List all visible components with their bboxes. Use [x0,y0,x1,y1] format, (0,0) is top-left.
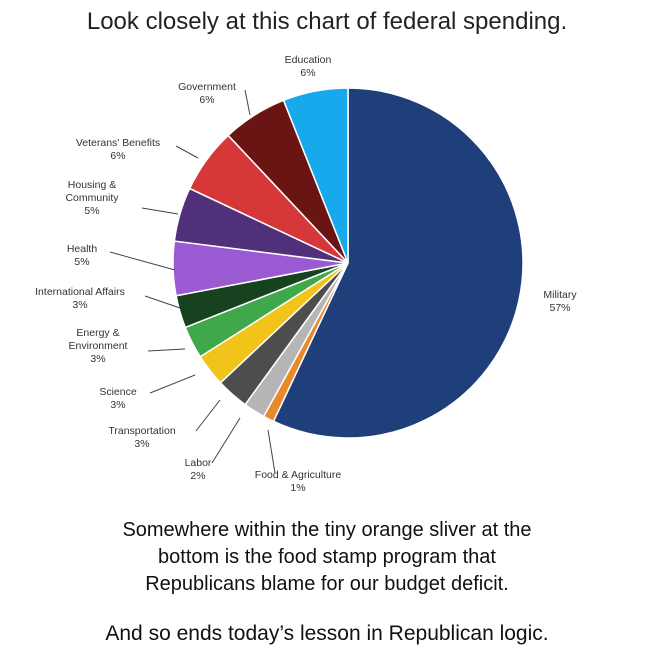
slice-label-veterans-benefits: Veterans' Benefits 6% [76,137,160,162]
slice-label-international-affairs: International Affairs 3% [35,286,125,311]
caption-line-4: And so ends today’s lesson in Republican… [105,622,549,645]
pie-slices [172,87,524,439]
leader-line-transportation [195,399,221,432]
slice-label-food-agriculture: Food & Agriculture 1% [255,469,342,494]
slice-label-government: Government 6% [178,81,236,106]
leader-line-international-affairs [144,295,181,309]
slice-label-military: Military 57% [543,289,577,314]
slice-labels: Military 57% Food & Agriculture 1% Labor 2% Tr… [35,54,577,494]
slice-label-labor: Labor 2% [185,457,212,482]
headline: Look closely at this chart of federal sp… [86,8,568,35]
caption-line-2: bottom is the food stamp program that [158,546,496,568]
slice-label-education: Education 6% [285,54,332,79]
pie-chart: Military 57% Food & Agriculture 1% Labor 2% Tr… [35,54,577,494]
leader-lines [109,89,276,474]
leader-line-energy-environment [147,348,186,352]
leader-line-food-agriculture [267,429,276,474]
leader-line-health [109,251,176,271]
leader-line-veterans-benefits [175,145,199,159]
leader-line-government [244,89,251,116]
caption-line-3: Republicans blame for our budget deficit… [145,573,509,595]
slice-label-energy-environment: Energy & Environment 3% [69,327,128,365]
caption-line-1: Somewhere within the tiny orange sliver … [122,519,532,541]
leader-line-science [149,374,196,394]
slice-label-science: Science 3% [99,386,137,411]
slice-label-transportation: Transportation 3% [108,425,175,450]
leader-line-labor [211,417,241,464]
pie-slice-education [282,87,349,264]
slice-label-housing-community: Housing & Community 5% [65,179,119,217]
pie-slice-military [272,87,524,439]
leader-line-housing-community [141,207,179,215]
slice-label-health: Health 5% [67,243,98,268]
